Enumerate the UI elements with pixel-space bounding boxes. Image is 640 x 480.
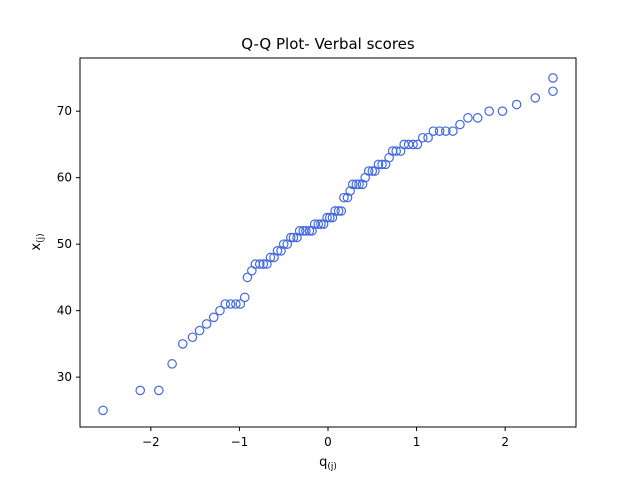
- data-point: [225, 299, 236, 309]
- data-point: [288, 232, 299, 243]
- data-point: [440, 126, 451, 136]
- y-tick-label: 50: [57, 237, 72, 251]
- data-point: [548, 86, 558, 97]
- data-point: [357, 179, 368, 190]
- data-point: [292, 232, 302, 243]
- data-point: [313, 219, 324, 230]
- x-axis-label-main: q: [319, 455, 327, 470]
- data-point: [316, 219, 326, 230]
- data-point: [187, 332, 198, 343]
- x-axis-label: q(j): [319, 455, 337, 472]
- data-point: [412, 139, 423, 150]
- data-point: [98, 405, 108, 416]
- data-point: [301, 226, 311, 236]
- data-point: [428, 126, 439, 136]
- data-point: [294, 226, 305, 236]
- data-point: [339, 192, 349, 203]
- data-point: [333, 206, 344, 216]
- data-point: [322, 212, 332, 223]
- data-point: [530, 93, 541, 103]
- data-point: [154, 385, 164, 396]
- data-point: [324, 212, 335, 223]
- data-point: [215, 305, 225, 316]
- data-point: [497, 106, 508, 116]
- data-point: [276, 246, 286, 256]
- data-point: [434, 126, 445, 136]
- data-point: [327, 212, 338, 223]
- data-point: [463, 113, 473, 123]
- data-point: [167, 359, 177, 369]
- data-point: [242, 272, 253, 283]
- data-point: [342, 192, 353, 203]
- data-point: [472, 113, 483, 123]
- data-point: [347, 179, 358, 190]
- data-point: [272, 246, 283, 256]
- y-axis-label-main: x: [29, 243, 44, 251]
- data-point: [448, 126, 458, 136]
- x-tick-label: 0: [324, 435, 332, 449]
- data-point: [408, 139, 418, 150]
- data-point: [231, 299, 241, 309]
- plot-frame: [79, 57, 577, 428]
- data-point: [177, 339, 188, 349]
- data-point: [484, 106, 494, 116]
- data-point: [351, 179, 362, 190]
- data-point: [548, 73, 558, 83]
- data-point: [285, 232, 296, 243]
- data-point: [354, 179, 364, 190]
- data-point: [220, 299, 231, 309]
- data-point: [135, 385, 146, 396]
- y-axis-label-sub: (j): [36, 233, 46, 243]
- y-tick-label: 70: [57, 104, 72, 118]
- data-point: [258, 259, 269, 269]
- data-point: [254, 259, 265, 269]
- data-point: [307, 226, 317, 236]
- x-axis-ticks: −2 −1 0 1 2: [142, 427, 509, 449]
- data-point: [345, 186, 355, 196]
- data-point: [363, 166, 374, 176]
- chart-title: Q-Q Plot- Verbal scores: [241, 35, 415, 53]
- data-point: [336, 206, 347, 216]
- data-point: [423, 132, 433, 143]
- points-layer: [98, 73, 558, 416]
- y-tick-label: 30: [57, 370, 72, 384]
- data-point: [377, 159, 387, 170]
- data-point: [417, 132, 428, 143]
- data-point: [391, 146, 401, 156]
- data-point: [208, 312, 219, 323]
- data-point: [239, 292, 250, 303]
- y-axis-label: x(j): [29, 233, 46, 250]
- y-tick-label: 40: [57, 304, 72, 318]
- x-axis-label-sub: (j): [327, 462, 337, 472]
- data-point: [330, 206, 340, 216]
- y-axis-ticks: 30 40 50 60 70: [57, 104, 80, 384]
- data-point: [511, 99, 522, 110]
- x-tick-label: −2: [142, 435, 160, 449]
- data-point: [278, 239, 289, 249]
- data-point: [373, 159, 384, 170]
- x-tick-label: −1: [231, 435, 249, 449]
- data-point: [235, 299, 246, 309]
- data-point: [304, 226, 315, 236]
- data-point: [265, 252, 276, 263]
- x-tick-label: 1: [413, 435, 421, 449]
- x-tick-label: 2: [501, 435, 509, 449]
- data-point: [367, 166, 378, 176]
- data-point: [201, 319, 212, 329]
- data-point: [455, 119, 465, 130]
- y-tick-label: 60: [57, 171, 72, 185]
- data-point: [194, 325, 205, 336]
